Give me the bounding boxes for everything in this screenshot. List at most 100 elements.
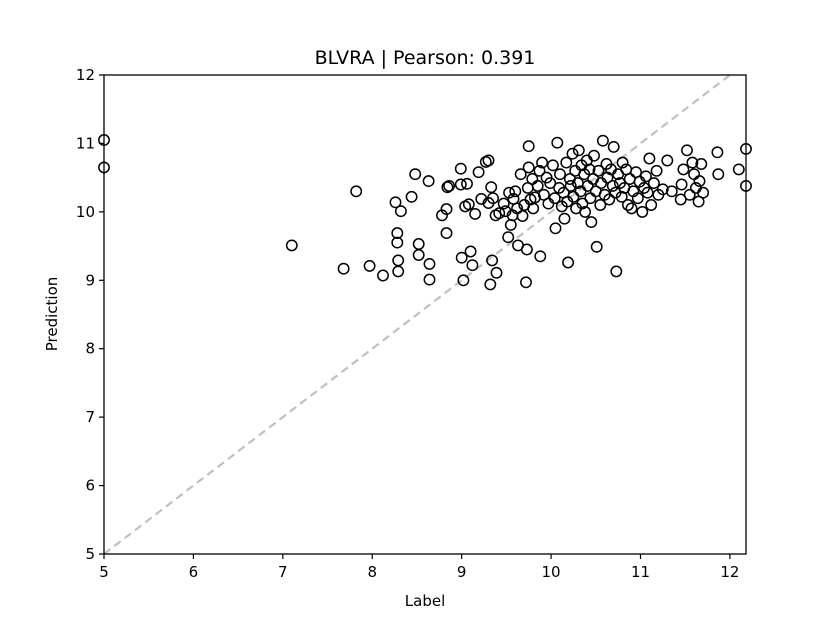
data-point: [544, 177, 557, 190]
data-point: [461, 177, 473, 190]
data-point: [337, 262, 350, 275]
data-point: [440, 203, 453, 216]
data-point: [546, 159, 559, 172]
data-point: [522, 140, 535, 153]
data-point: [588, 149, 600, 162]
data-point: [443, 179, 456, 192]
data-point: [610, 265, 623, 278]
data-point: [558, 212, 571, 225]
axes-frame: [103, 74, 747, 555]
data-point: [455, 251, 468, 264]
reference-line: [104, 75, 732, 554]
data-point: [392, 265, 405, 278]
data-point: [531, 179, 544, 192]
data-point: [641, 186, 654, 199]
data-point: [482, 154, 495, 167]
data-point: [377, 269, 389, 282]
data-point: [454, 178, 467, 191]
data-point: [656, 183, 669, 196]
y-tick-label: 7: [85, 408, 95, 426]
scatter-points: [98, 134, 752, 291]
data-point: [603, 193, 616, 206]
data-point: [487, 192, 499, 205]
data-point: [497, 197, 510, 210]
data-point: [522, 161, 535, 174]
data-point: [484, 278, 497, 291]
data-point: [551, 136, 564, 149]
data-point: [650, 164, 663, 177]
data-point: [462, 198, 475, 211]
data-point: [527, 202, 540, 215]
plot-area: [98, 75, 752, 554]
data-point: [490, 266, 503, 279]
data-point: [665, 185, 678, 198]
data-point: [412, 249, 425, 261]
data-point: [562, 256, 575, 269]
data-point: [548, 192, 561, 205]
data-point: [622, 199, 634, 211]
data-point: [606, 179, 619, 192]
data-point: [285, 239, 298, 252]
data-point: [536, 156, 549, 169]
data-point: [554, 168, 566, 181]
data-point: [674, 193, 687, 206]
data-point: [693, 175, 706, 188]
axis-ticks: 5 6 7 8 9 10 11 12 5 6 7 8 9 10 11 12: [76, 66, 740, 581]
data-point: [472, 166, 485, 179]
data-point: [391, 227, 404, 240]
y-tick-label: 11: [76, 134, 95, 152]
data-point: [423, 273, 436, 286]
x-tick-label: 5: [99, 563, 109, 581]
data-point: [493, 207, 506, 220]
data-point: [509, 185, 522, 198]
data-point: [485, 181, 498, 194]
data-point: [405, 190, 418, 203]
data-point: [464, 245, 477, 258]
data-point: [502, 231, 515, 244]
data-point: [647, 177, 660, 190]
chart-title: BLVRA | Pearson: 0.391: [315, 47, 536, 69]
data-point: [711, 146, 724, 159]
x-tick-label: 9: [457, 563, 467, 581]
data-point: [645, 199, 658, 211]
y-tick-label: 12: [76, 66, 95, 84]
data-point: [596, 134, 609, 147]
data-point: [457, 274, 470, 287]
data-point: [389, 196, 402, 209]
data-point: [423, 257, 436, 270]
data-point: [560, 156, 573, 169]
data-point: [609, 186, 622, 199]
data-point: [520, 276, 532, 289]
data-point: [732, 163, 745, 176]
data-point: [391, 236, 404, 249]
data-point: [639, 170, 652, 183]
data-point: [440, 227, 453, 240]
data-point: [625, 202, 638, 215]
data-point: [579, 205, 592, 218]
data-point: [350, 185, 363, 198]
data-point: [643, 152, 656, 165]
data-point: [686, 156, 699, 169]
y-tick-label: 6: [85, 477, 95, 495]
data-point: [616, 156, 629, 169]
data-point: [607, 140, 620, 153]
data-point: [675, 178, 688, 191]
data-point: [636, 205, 649, 218]
x-tick-label: 10: [542, 563, 561, 581]
data-point: [695, 158, 708, 170]
x-tick-label: 6: [189, 563, 199, 581]
data-point: [697, 186, 710, 199]
data-point: [454, 162, 467, 175]
x-tick-label: 8: [367, 563, 377, 581]
x-tick-label: 7: [278, 563, 288, 581]
data-point: [533, 164, 546, 177]
data-point: [466, 259, 479, 272]
y-tick-label: 5: [85, 545, 95, 563]
data-point: [520, 243, 533, 256]
data-point: [677, 163, 690, 176]
data-point: [683, 188, 696, 201]
data-point: [516, 210, 529, 222]
data-point: [566, 147, 579, 160]
